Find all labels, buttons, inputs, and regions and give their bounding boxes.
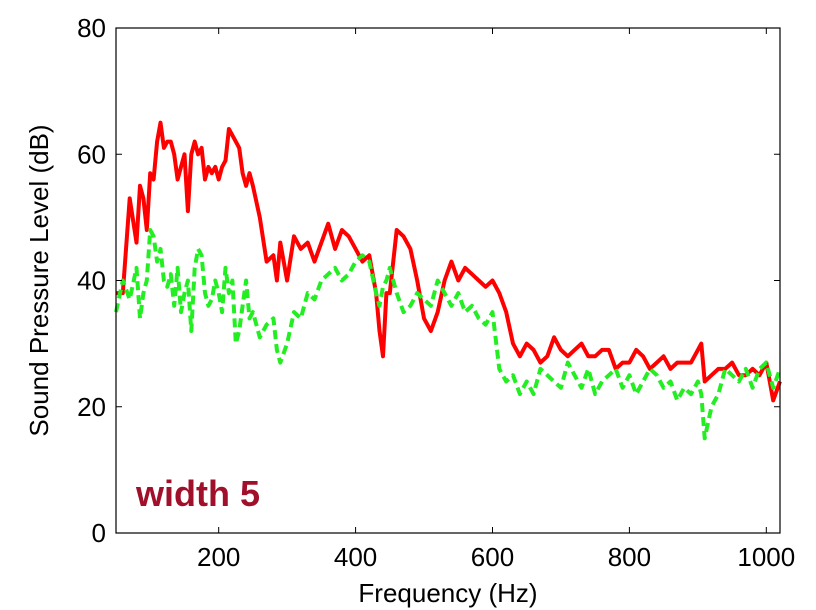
x-tick-label: 1000 — [737, 542, 795, 572]
x-tick-label: 400 — [334, 542, 377, 572]
tick-layer: 200 400 600 800 1000 0 20 40 60 80 — [77, 13, 795, 572]
annotation-label: width 5 — [135, 473, 260, 514]
y-axis-label: Sound Pressure Level (dB) — [24, 124, 54, 436]
y-tick-label: 40 — [77, 266, 106, 296]
y-tick-label: 0 — [92, 518, 106, 548]
x-tick-label: 800 — [608, 542, 651, 572]
y-tick-label: 80 — [77, 13, 106, 43]
y-tick-label: 60 — [77, 139, 106, 169]
x-tick-label: 200 — [197, 542, 240, 572]
x-tick-label: 600 — [471, 542, 514, 572]
series-line-1 — [116, 120, 782, 403]
series-layer — [114, 120, 782, 441]
series-line-2 — [114, 228, 782, 441]
x-axis-label: Frequency (Hz) — [358, 578, 537, 608]
y-tick-label: 20 — [77, 392, 106, 422]
